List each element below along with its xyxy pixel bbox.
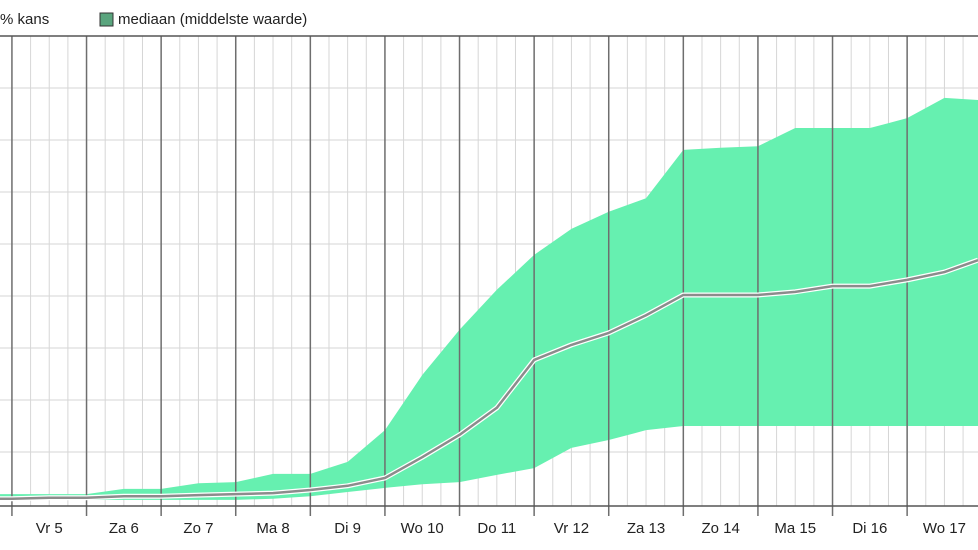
x-tick-label: Di 9 bbox=[334, 520, 361, 537]
band bbox=[0, 97, 978, 500]
x-tick-label: Wo 10 bbox=[401, 520, 444, 537]
legend-label: % kans bbox=[0, 11, 49, 28]
x-tick-label: Za 6 bbox=[109, 520, 139, 537]
x-tick-label: Vr 5 bbox=[36, 520, 63, 537]
x-tick-label: Za 13 bbox=[627, 520, 665, 537]
x-tick-label: Vr 12 bbox=[554, 520, 589, 537]
x-tick-label: Ma 15 bbox=[774, 520, 816, 537]
x-tick-label: Di 16 bbox=[852, 520, 887, 537]
x-tick-label: Zo 7 bbox=[183, 520, 213, 537]
x-tick-label: Ma 8 bbox=[256, 520, 289, 537]
legend-label: mediaan (middelste waarde) bbox=[118, 11, 307, 28]
legend-swatch bbox=[99, 12, 114, 27]
x-tick-label: Do 11 bbox=[477, 520, 516, 537]
x-tick-label: Zo 14 bbox=[701, 520, 739, 537]
median-line bbox=[0, 258, 978, 501]
x-tick-label: Wo 17 bbox=[923, 520, 966, 537]
